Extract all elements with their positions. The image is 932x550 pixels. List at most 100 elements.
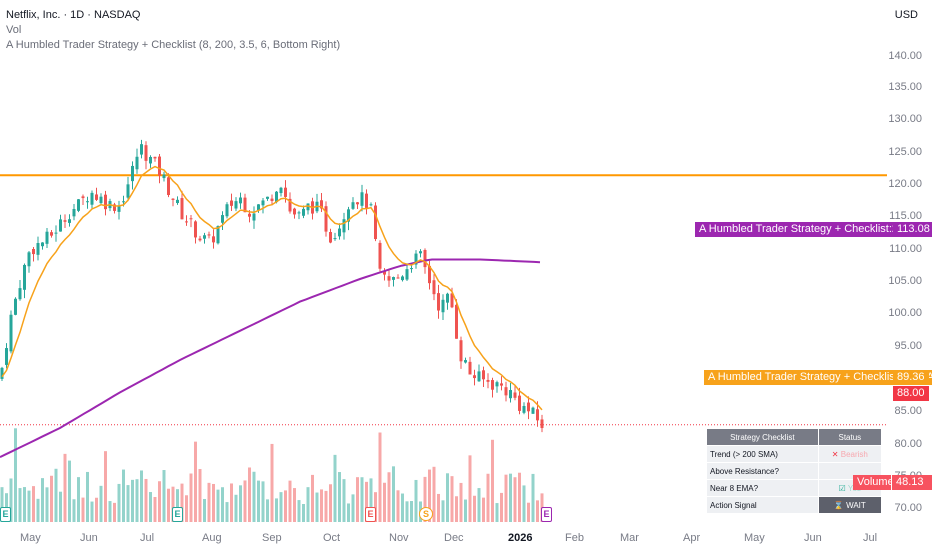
candle-body (86, 201, 89, 203)
candle-body (99, 196, 103, 204)
candle-body (14, 298, 17, 315)
candle-body (261, 200, 265, 206)
volume-bar (536, 500, 539, 522)
dividend-icon[interactable]: S (419, 507, 433, 521)
candle-body (32, 248, 35, 255)
volume-bar (243, 480, 247, 522)
volume-bar (90, 501, 94, 522)
candle-body (63, 220, 67, 222)
volume-bar (288, 480, 292, 522)
volume-bar (320, 489, 323, 522)
volume-bar (135, 479, 139, 522)
volume-bar (126, 485, 130, 522)
volume-bar (185, 495, 188, 522)
price-tick-label: 105.00 (888, 275, 922, 287)
volume-bar (212, 483, 215, 522)
earnings-icon[interactable]: E (0, 507, 11, 522)
candle-body (207, 234, 211, 236)
candle-body (509, 390, 512, 399)
sma-label-tag: A Humbled Trader Strategy + Checklist:20… (695, 222, 932, 237)
volume-bar (437, 493, 440, 522)
candle-body (239, 197, 242, 204)
earnings-icon[interactable]: E (172, 507, 183, 522)
volume-bar (369, 478, 373, 522)
volume-bar (63, 453, 67, 522)
checklist-label: Near 8 EMA? (706, 479, 819, 497)
candle-body (369, 204, 373, 206)
candle-body (135, 156, 139, 170)
volume-bar (86, 471, 89, 522)
volume-bar (477, 488, 481, 522)
volume-bar (225, 502, 229, 522)
ema-label-tag: A Humbled Trader Strategy + Checklist:8 … (704, 370, 932, 385)
volume-bar (59, 491, 62, 522)
volume-bar (108, 501, 112, 522)
volume-value-tag: 48.13 M (891, 475, 932, 503)
volume-bar (306, 487, 310, 522)
volume-bar (0, 487, 4, 522)
volume-bar (239, 485, 242, 522)
time-tick-label: May (20, 532, 41, 544)
earnings-icon[interactable]: E (541, 507, 552, 522)
volume-bar (378, 432, 382, 522)
time-tick-label: Jun (80, 532, 98, 544)
volume-bar (117, 483, 121, 522)
candle-body (401, 276, 404, 281)
candle-body (342, 219, 346, 233)
volume-bar (446, 473, 449, 522)
volume-bar (509, 473, 512, 522)
candle-body (387, 276, 391, 281)
volume-bar (18, 488, 22, 522)
volume-bar (95, 497, 98, 522)
volume-bar (338, 472, 341, 522)
candle-body (68, 219, 71, 223)
price-tick-label: 95.00 (894, 340, 922, 352)
checklist-label: Above Resistance? (706, 462, 819, 480)
candle-body (257, 204, 260, 211)
candle-body (500, 383, 503, 386)
checklist-status: ⌛ WAIT (817, 496, 883, 514)
volume-bar (189, 473, 193, 522)
candle-body (176, 199, 179, 204)
candle-body (432, 280, 436, 295)
volume-bar (464, 499, 467, 522)
checklist-row: Action Signal ⌛ WAIT (706, 496, 883, 514)
volume-bar (176, 489, 179, 522)
candle-body (266, 196, 269, 199)
candle-body (459, 340, 463, 362)
cross-icon: ✕ (831, 449, 839, 459)
volume-bar (396, 490, 400, 522)
candle-body (527, 402, 530, 412)
ema-value-tag: 89.36 (893, 370, 929, 385)
volume-bar (248, 467, 251, 522)
candle-body (275, 191, 278, 203)
volume-bar (9, 478, 13, 522)
candles (0, 139, 544, 433)
candle-body (522, 406, 526, 413)
candle-body (198, 238, 202, 241)
indicator-legend[interactable]: A Humbled Trader Strategy + Checklist (8… (6, 39, 341, 51)
volume-bar (432, 466, 436, 522)
volume-bar (455, 496, 458, 522)
volume-bar (261, 481, 265, 522)
candle-body (396, 277, 400, 279)
volume-bar (104, 451, 107, 522)
volume-bar (122, 469, 125, 522)
candle-body (77, 199, 80, 211)
price-tick-label: 120.00 (888, 178, 922, 190)
volume-bar (513, 477, 517, 522)
volume-bar (392, 466, 395, 522)
candle-body (518, 395, 521, 411)
volume-bar (293, 488, 296, 522)
volume-bar (329, 484, 332, 522)
candle-body (167, 177, 170, 196)
price-tick-label: 130.00 (888, 113, 922, 125)
volume-legend[interactable]: Vol (6, 24, 22, 36)
volume-bars (0, 428, 544, 522)
currency-label[interactable]: USD (894, 9, 918, 21)
volume-bar (428, 469, 431, 522)
price-tick-label: 110.00 (889, 243, 922, 255)
symbol-title[interactable]: Netflix, Inc. · 1D · NASDAQ (6, 9, 141, 21)
earnings-icon[interactable]: E (365, 507, 376, 522)
